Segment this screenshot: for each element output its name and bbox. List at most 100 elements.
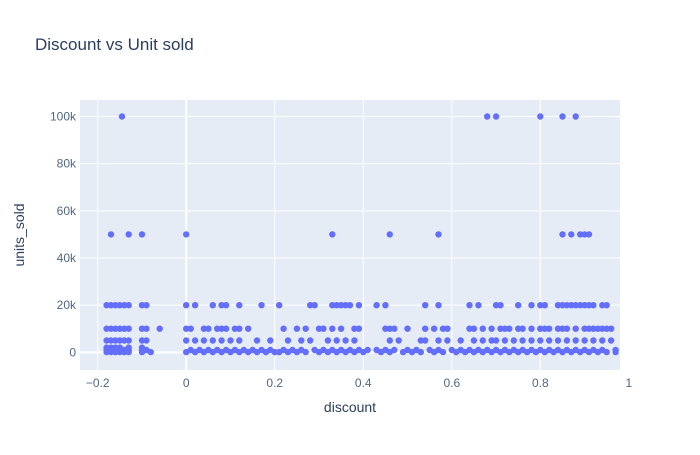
data-point [214, 325, 221, 332]
data-point [147, 348, 154, 356]
data-point [435, 337, 442, 344]
data-point [218, 348, 225, 356]
data-point [125, 231, 132, 238]
data-point [342, 337, 349, 344]
data-point [386, 325, 393, 332]
data-point [183, 337, 190, 344]
data-point [590, 302, 597, 309]
data-point [205, 325, 212, 332]
data-point [444, 337, 451, 344]
data-point [603, 325, 610, 332]
data-point [515, 348, 522, 356]
data-point [191, 348, 199, 356]
data-point [191, 302, 199, 309]
data-point [501, 325, 509, 332]
data-point [497, 348, 504, 356]
data-point [298, 337, 305, 344]
data-point [479, 337, 486, 344]
data-point [572, 325, 579, 332]
data-point [537, 113, 544, 120]
data-point [519, 337, 526, 344]
data-point [603, 348, 610, 356]
data-point [346, 302, 354, 309]
data-point [121, 302, 128, 309]
data-point [532, 348, 540, 356]
data-point [284, 337, 292, 344]
data-point [183, 231, 190, 238]
data-point [528, 337, 535, 344]
data-point [218, 337, 225, 344]
data-point [422, 302, 429, 309]
data-point [245, 348, 252, 356]
data-point [417, 348, 424, 356]
data-point [488, 325, 495, 332]
data-point [519, 325, 526, 332]
data-point [386, 337, 393, 344]
data-point [271, 348, 278, 356]
data-point [439, 348, 447, 356]
data-point [302, 348, 309, 356]
data-point [492, 337, 500, 344]
y-tick-label: 60k [57, 204, 77, 218]
data-point [404, 325, 411, 332]
data-point [435, 302, 442, 309]
data-point [581, 337, 588, 344]
data-point [541, 348, 548, 356]
data-point [577, 348, 584, 356]
data-point [209, 348, 216, 356]
data-point [572, 302, 579, 309]
data-point [528, 302, 535, 309]
data-point [218, 302, 225, 309]
data-point [138, 337, 146, 344]
data-point [302, 325, 309, 332]
data-point [537, 337, 544, 344]
data-point [337, 302, 345, 309]
data-point [200, 325, 208, 332]
data-point [422, 337, 429, 344]
data-point [395, 337, 402, 344]
data-point [581, 302, 588, 309]
data-point [121, 325, 128, 332]
data-point [572, 337, 579, 344]
x-tick-label: 0.6 [443, 376, 460, 390]
data-point [408, 348, 416, 356]
data-point [528, 325, 535, 332]
data-point [599, 325, 606, 332]
data-point [315, 348, 323, 356]
data-point [342, 348, 349, 356]
data-point [112, 337, 119, 344]
data-point [470, 325, 478, 332]
data-point [121, 337, 128, 344]
data-point [125, 337, 132, 344]
data-point [559, 325, 566, 332]
data-point [333, 302, 340, 309]
data-point [479, 348, 486, 356]
x-axis-label: discount [324, 399, 376, 415]
data-point [554, 337, 562, 344]
data-point [550, 348, 557, 356]
data-point [138, 348, 146, 356]
data-point [143, 337, 150, 344]
data-point [183, 325, 190, 332]
data-point [484, 113, 491, 120]
data-point [355, 325, 363, 332]
data-point [559, 348, 566, 356]
data-point [559, 302, 566, 309]
data-point [143, 325, 150, 332]
data-point [138, 302, 146, 309]
data-point [311, 302, 318, 309]
data-point [253, 337, 261, 344]
x-tick-label: 0.4 [355, 376, 372, 390]
data-point [191, 337, 199, 344]
data-point [103, 348, 110, 356]
data-point [112, 325, 119, 332]
data-point [430, 325, 438, 332]
data-point [435, 231, 442, 238]
data-point [444, 325, 451, 332]
data-point [116, 337, 124, 344]
data-point [382, 302, 389, 309]
data-point [337, 325, 345, 332]
data-point [568, 348, 575, 356]
